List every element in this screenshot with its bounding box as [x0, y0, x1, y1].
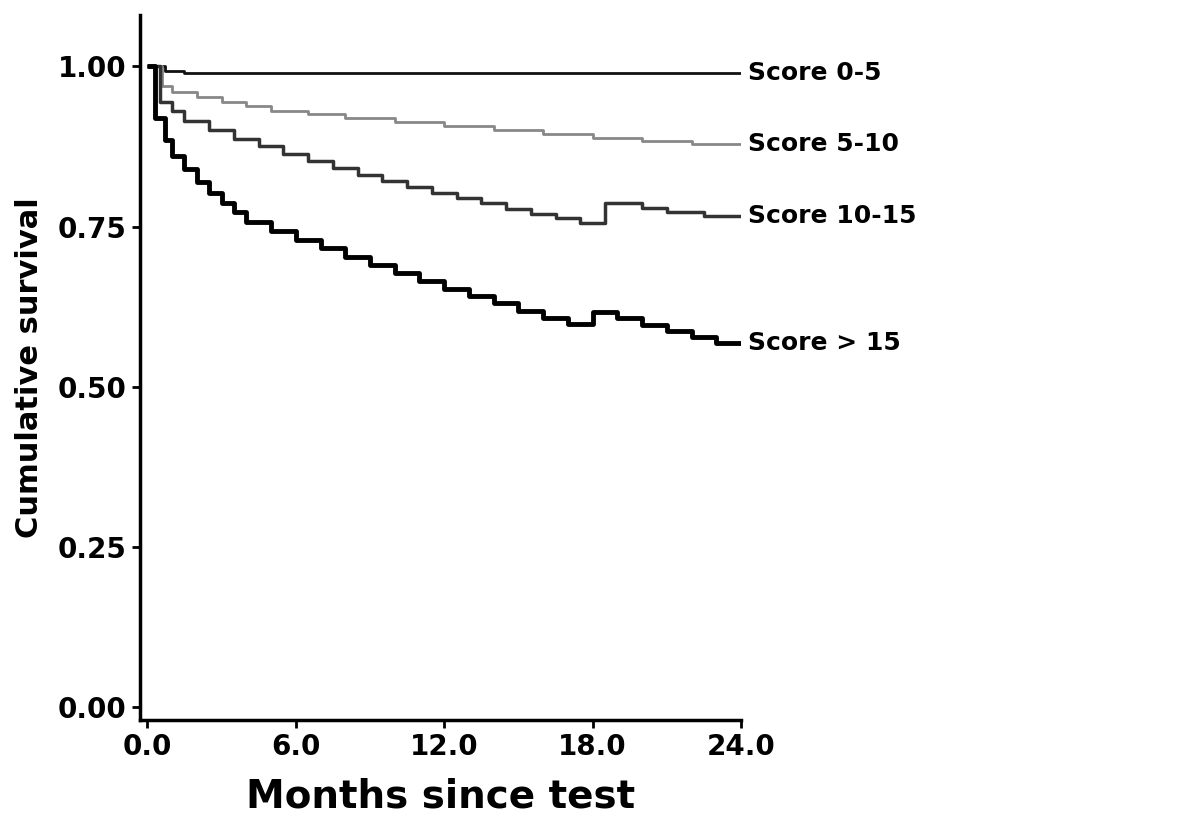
Text: Score 0-5: Score 0-5	[749, 61, 882, 85]
Y-axis label: Cumulative survival: Cumulative survival	[16, 197, 44, 538]
Text: Score 5-10: Score 5-10	[749, 132, 900, 156]
X-axis label: Months since test: Months since test	[246, 778, 635, 816]
Text: Score > 15: Score > 15	[749, 331, 901, 355]
Text: Score 10-15: Score 10-15	[749, 204, 917, 228]
